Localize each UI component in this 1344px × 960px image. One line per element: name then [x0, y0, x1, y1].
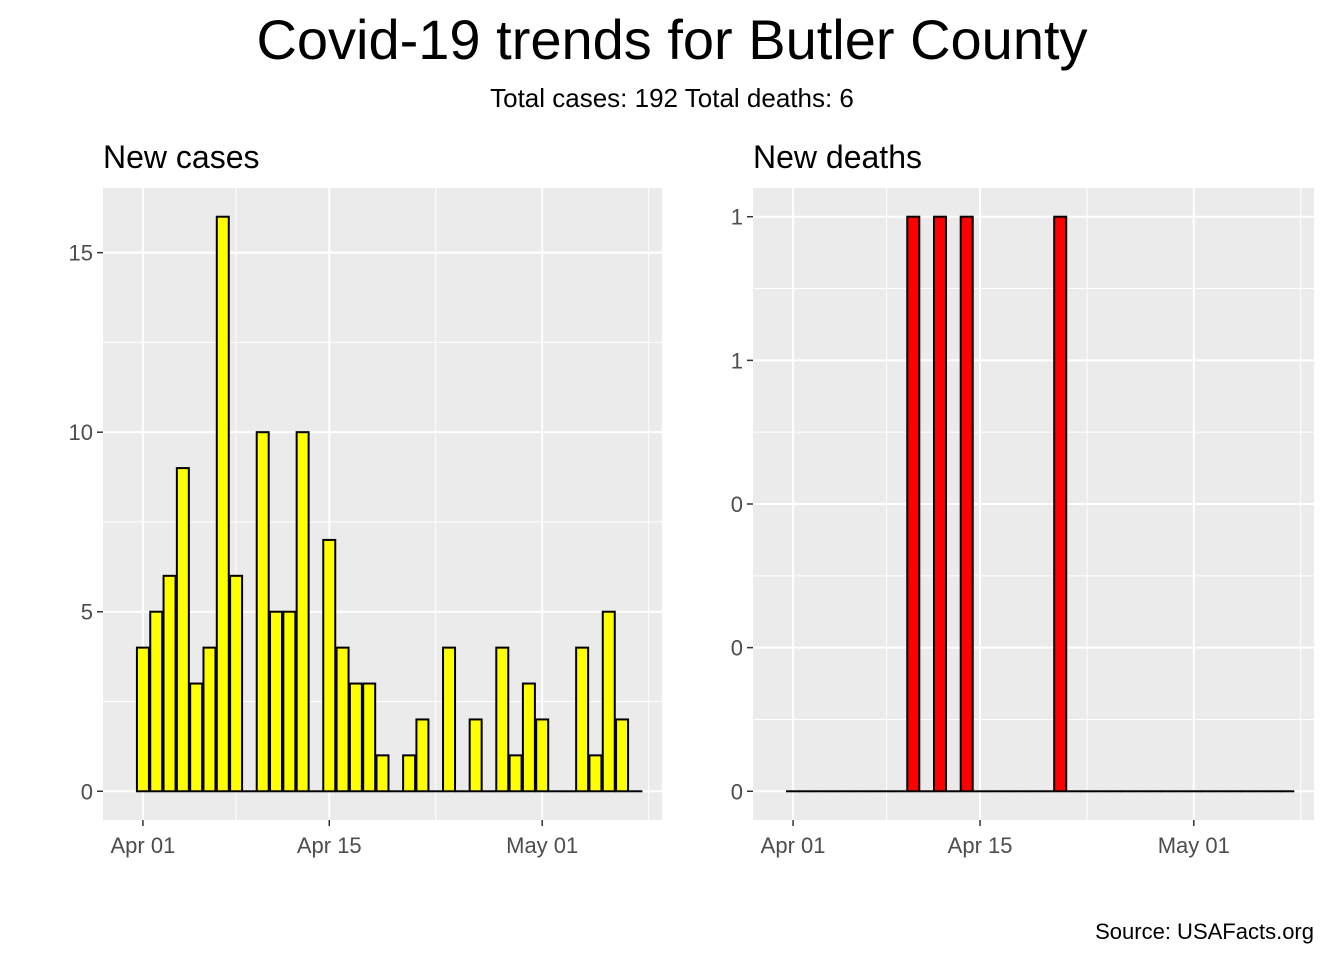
- cases-bar: [255, 431, 270, 793]
- deaths-x-tick-label: May 01: [1158, 833, 1230, 858]
- deaths-y-tick-label: 0: [731, 492, 743, 517]
- cases-bar: [135, 646, 150, 793]
- cases-bar: [282, 610, 297, 793]
- cases-x-tick-label: May 01: [506, 833, 578, 858]
- cases-bar: [149, 610, 164, 793]
- deaths-bar: [959, 215, 974, 793]
- deaths-y-tick-label: 0: [731, 779, 743, 804]
- chart-subtitle: Total cases: 192 Total deaths: 6: [490, 83, 854, 113]
- cases-y-tick-label: 15: [69, 241, 93, 266]
- cases-bar: [229, 574, 244, 793]
- deaths-y-tick-label: 0: [731, 636, 743, 661]
- cases-bar: [402, 754, 417, 793]
- cases-y-tick-label: 5: [81, 600, 93, 625]
- cases-y-tick-label: 10: [69, 420, 93, 445]
- cases-bar: [508, 754, 523, 793]
- cases-bar: [175, 467, 190, 793]
- cases-bar: [375, 754, 390, 793]
- deaths-panel-title: New deaths: [753, 139, 922, 175]
- cases-x-tick-label: Apr 01: [111, 833, 176, 858]
- cases-bar: [348, 682, 363, 793]
- cases-bar: [468, 718, 483, 793]
- source-caption: Source: USAFacts.org: [1095, 919, 1314, 944]
- cases-x-tick-label: Apr 15: [297, 833, 362, 858]
- cases-bar: [322, 538, 337, 793]
- cases-bar: [601, 610, 616, 793]
- cases-bar: [521, 682, 536, 793]
- cases-bar: [202, 646, 217, 793]
- cases-bar: [442, 646, 457, 793]
- cases-bar: [615, 718, 630, 793]
- deaths-x-tick-label: Apr 15: [948, 833, 1013, 858]
- cases-bar: [335, 646, 350, 793]
- cases-y-tick-label: 0: [81, 779, 93, 804]
- cases-bar: [495, 646, 510, 793]
- cases-bar: [535, 718, 550, 793]
- cases-bar: [362, 682, 377, 793]
- cases-bar: [295, 431, 310, 793]
- chart-title: Covid-19 trends for Butler County: [256, 8, 1088, 71]
- cases-bar: [215, 215, 230, 793]
- deaths-bar: [1053, 215, 1068, 793]
- cases-bar: [575, 646, 590, 793]
- cases-panel: New cases 0 5 10 15 Apr 01 Apr 15 May 01: [69, 139, 662, 858]
- cases-bar: [162, 574, 177, 793]
- deaths-x-tick-label: Apr 01: [761, 833, 826, 858]
- cases-bar: [415, 718, 430, 793]
- deaths-panel: New deaths 0 0 0 1 1 Apr 01 Apr 15 May 01: [731, 139, 1314, 858]
- cases-bar: [588, 754, 603, 793]
- cases-panel-title: New cases: [103, 139, 260, 175]
- deaths-y-tick-label: 1: [731, 348, 743, 373]
- cases-bar: [269, 610, 284, 793]
- cases-bar: [189, 682, 204, 793]
- deaths-bar: [932, 215, 948, 793]
- deaths-y-tick-label: 1: [731, 205, 743, 230]
- deaths-bar: [906, 215, 921, 793]
